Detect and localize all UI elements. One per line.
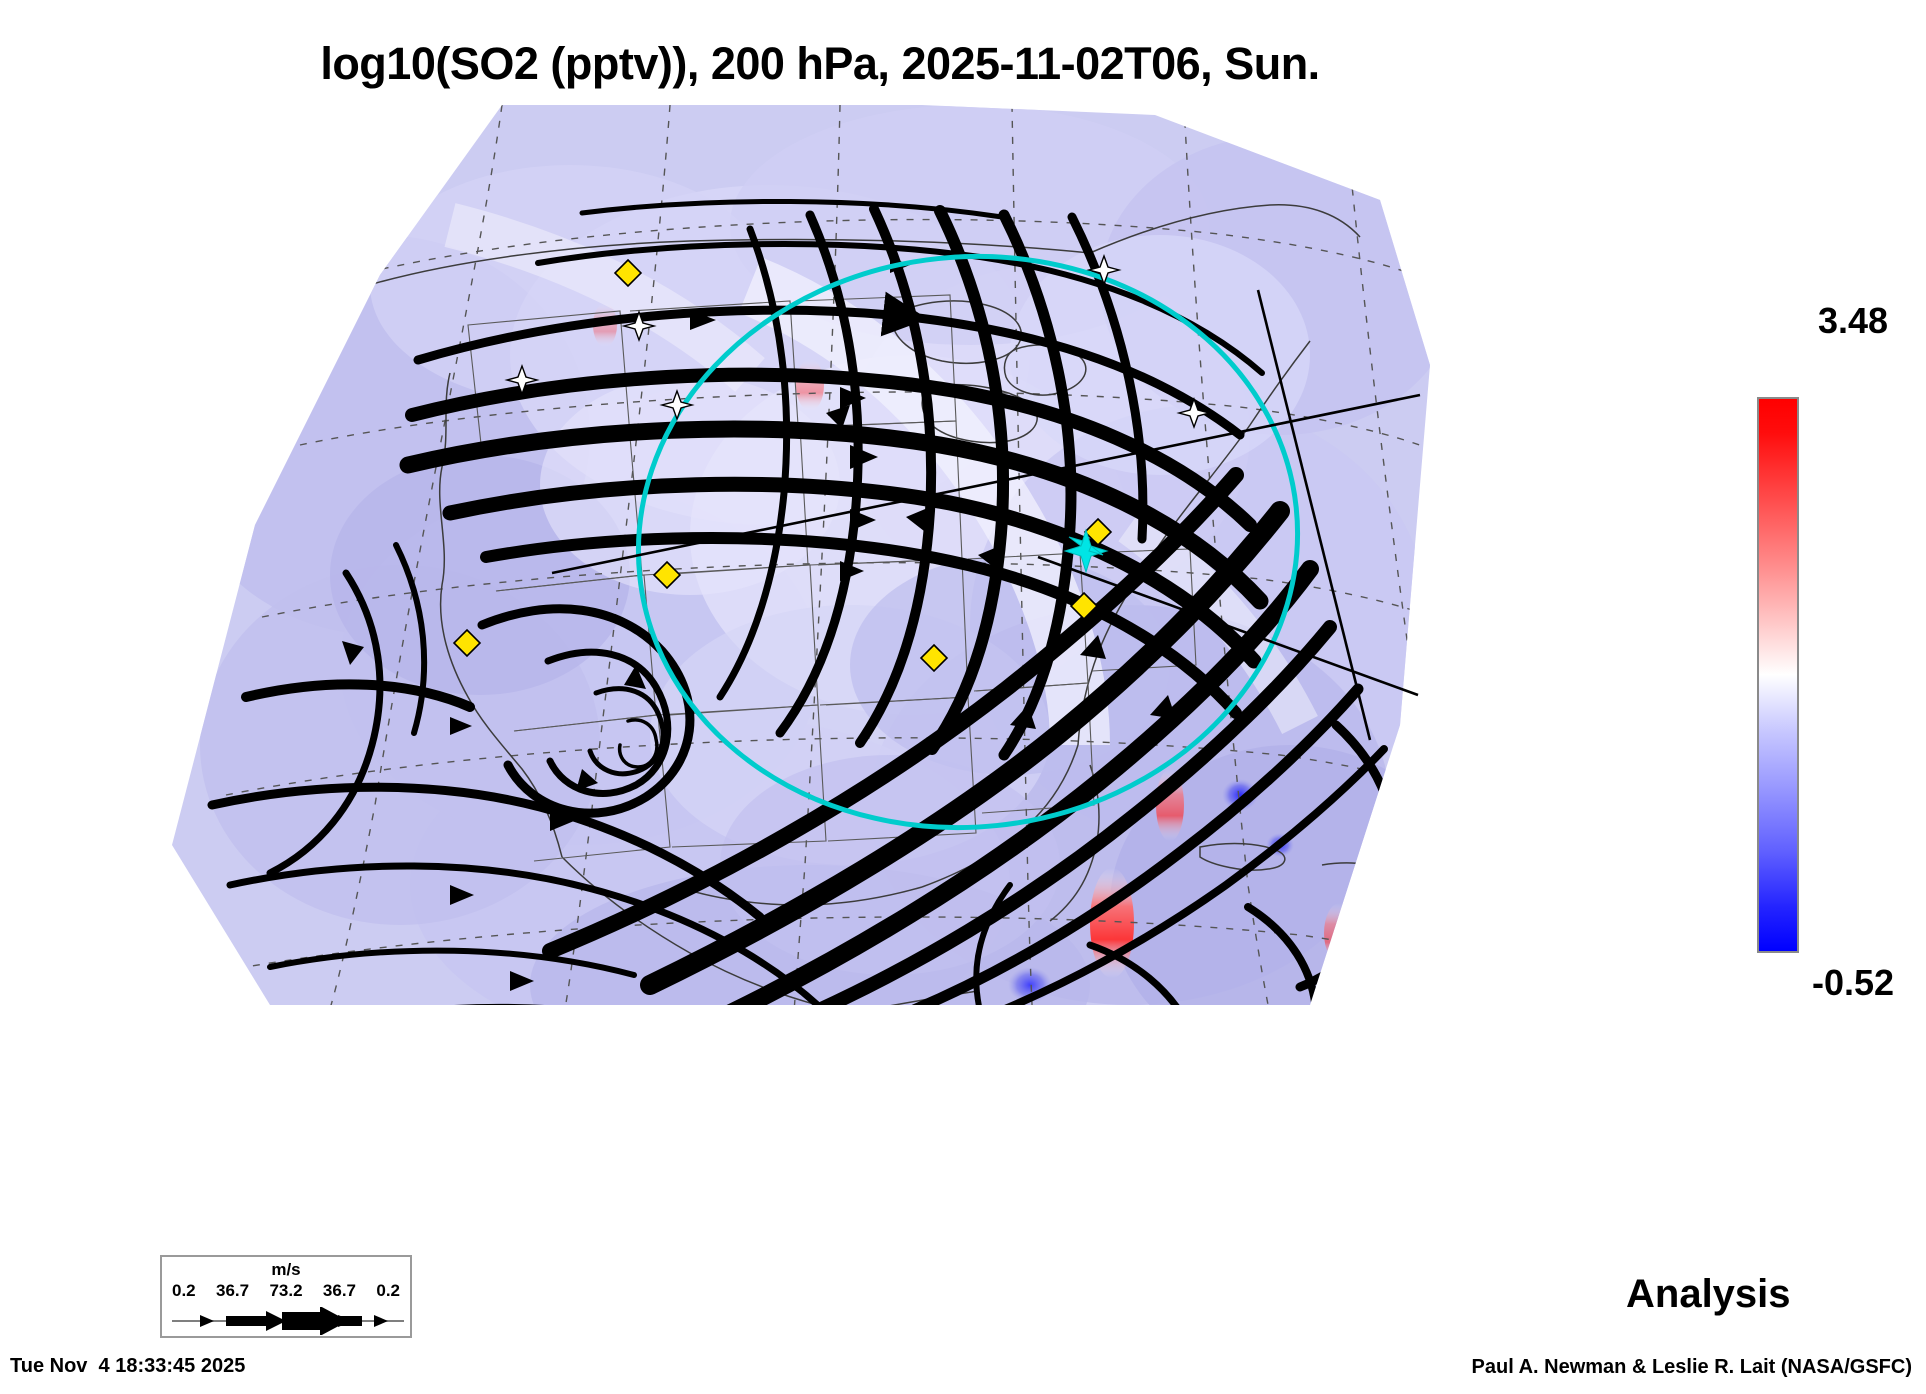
map-panel[interactable] bbox=[150, 105, 1440, 1025]
colorbar-min-label: -0.52 bbox=[1812, 962, 1895, 1003]
range-ring bbox=[635, 253, 1301, 831]
wind-legend-tick: 0.2 bbox=[376, 1281, 400, 1300]
colorbar[interactable] bbox=[1757, 397, 1799, 953]
station-marker bbox=[1083, 517, 1113, 547]
station-marker bbox=[452, 628, 482, 658]
wind-legend-unit-label: m/s bbox=[271, 1260, 301, 1279]
flight-tracks bbox=[551, 289, 1421, 741]
analysis-label: Analysis bbox=[1626, 1272, 1791, 1316]
map-canvas[interactable] bbox=[150, 105, 1440, 1025]
wind-legend-tick: 73.2 bbox=[269, 1281, 303, 1300]
wind-legend-tick-labels: 0.2 36.7 73.2 36.7 0.2 bbox=[162, 1281, 410, 1301]
streamline-arrowheads bbox=[342, 257, 1390, 991]
station-marker bbox=[1069, 591, 1099, 621]
wind-speed-legend: m/s 0.2 36.7 73.2 36.7 0.2 bbox=[160, 1255, 412, 1338]
primary-site-star[interactable] bbox=[1063, 528, 1109, 574]
timestamp-label: Tue Nov 4 18:33:45 2025 bbox=[10, 1355, 246, 1377]
station-marker bbox=[652, 560, 682, 590]
page-title: log10(SO2 (pptv)), 200 hPa, 2025-11-02T0… bbox=[320, 38, 1320, 89]
white-star-markers bbox=[504, 253, 1212, 430]
colorbar-gradient bbox=[1757, 397, 1799, 953]
wind-legend-tick: 36.7 bbox=[216, 1281, 250, 1300]
wind-legend-tick: 0.2 bbox=[172, 1281, 196, 1300]
station-markers[interactable] bbox=[452, 258, 1113, 673]
colorbar-max-label: 3.48 bbox=[1818, 300, 1889, 341]
station-marker bbox=[919, 643, 949, 673]
credit-label: Paul A. Newman & Leslie R. Lait (NASA/GS… bbox=[1471, 1356, 1912, 1378]
wind-legend-arrow-icon bbox=[172, 1307, 404, 1335]
wind-streamlines bbox=[207, 198, 1401, 1005]
station-marker bbox=[613, 258, 643, 288]
wind-legend-tick: 36.7 bbox=[322, 1281, 356, 1300]
